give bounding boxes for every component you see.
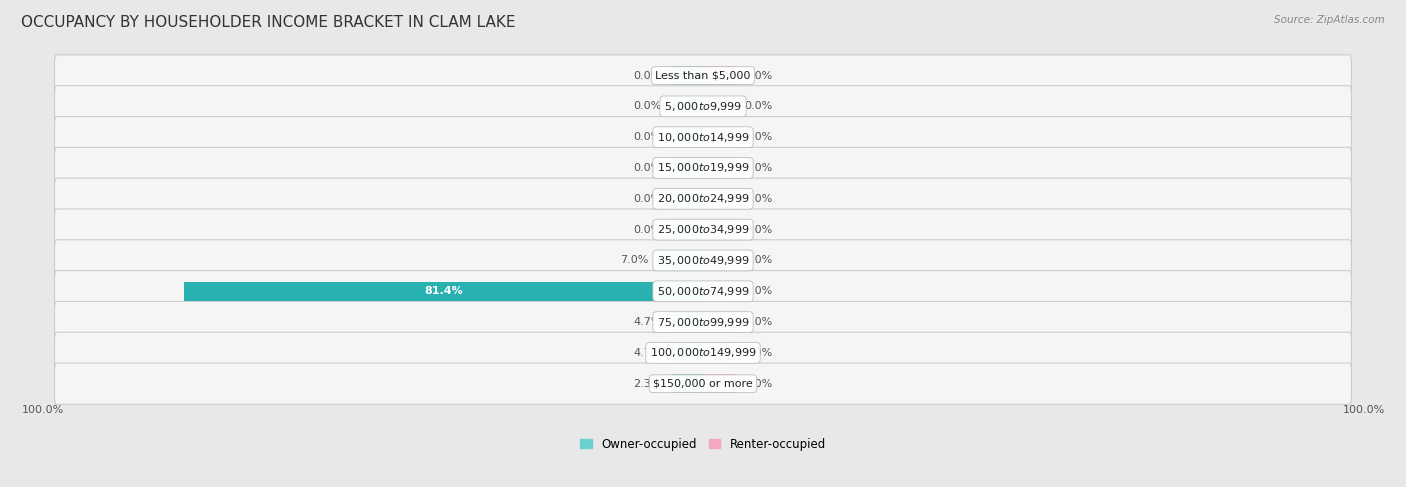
FancyBboxPatch shape bbox=[55, 178, 1351, 220]
FancyBboxPatch shape bbox=[55, 332, 1351, 374]
Bar bbox=[671, 158, 703, 178]
FancyBboxPatch shape bbox=[55, 116, 1351, 158]
Bar bbox=[658, 251, 703, 270]
Bar bbox=[703, 343, 735, 362]
FancyBboxPatch shape bbox=[55, 148, 1351, 188]
Bar bbox=[671, 97, 703, 116]
Text: 7.0%: 7.0% bbox=[620, 256, 648, 265]
Text: 100.0%: 100.0% bbox=[1343, 405, 1385, 415]
Bar bbox=[703, 220, 735, 239]
Bar bbox=[703, 281, 735, 301]
Bar bbox=[184, 281, 703, 301]
Text: 0.0%: 0.0% bbox=[744, 101, 773, 112]
Text: 0.0%: 0.0% bbox=[744, 348, 773, 358]
FancyBboxPatch shape bbox=[55, 209, 1351, 250]
Bar bbox=[671, 220, 703, 239]
Legend: Owner-occupied, Renter-occupied: Owner-occupied, Renter-occupied bbox=[575, 433, 831, 455]
Text: $10,000 to $14,999: $10,000 to $14,999 bbox=[657, 131, 749, 144]
Text: 0.0%: 0.0% bbox=[744, 286, 773, 296]
FancyBboxPatch shape bbox=[55, 271, 1351, 312]
FancyBboxPatch shape bbox=[55, 86, 1351, 127]
Text: 0.0%: 0.0% bbox=[744, 379, 773, 389]
Bar bbox=[671, 66, 703, 85]
Text: 0.0%: 0.0% bbox=[744, 71, 773, 80]
Text: 0.0%: 0.0% bbox=[744, 317, 773, 327]
Bar bbox=[703, 97, 735, 116]
Text: $35,000 to $49,999: $35,000 to $49,999 bbox=[657, 254, 749, 267]
Text: 2.3%: 2.3% bbox=[633, 379, 662, 389]
Text: 4.7%: 4.7% bbox=[633, 348, 662, 358]
Text: 81.4%: 81.4% bbox=[425, 286, 463, 296]
Text: Less than $5,000: Less than $5,000 bbox=[655, 71, 751, 80]
Text: 0.0%: 0.0% bbox=[633, 101, 662, 112]
Bar bbox=[671, 128, 703, 147]
Text: 0.0%: 0.0% bbox=[633, 71, 662, 80]
Bar bbox=[703, 128, 735, 147]
Text: Source: ZipAtlas.com: Source: ZipAtlas.com bbox=[1274, 15, 1385, 25]
Bar bbox=[671, 374, 703, 393]
Text: $75,000 to $99,999: $75,000 to $99,999 bbox=[657, 316, 749, 329]
Bar bbox=[703, 189, 735, 208]
Text: 0.0%: 0.0% bbox=[633, 194, 662, 204]
Bar bbox=[671, 189, 703, 208]
FancyBboxPatch shape bbox=[55, 240, 1351, 281]
Bar bbox=[671, 343, 703, 362]
Text: $15,000 to $19,999: $15,000 to $19,999 bbox=[657, 162, 749, 174]
Text: $150,000 or more: $150,000 or more bbox=[654, 379, 752, 389]
FancyBboxPatch shape bbox=[55, 55, 1351, 96]
Text: $5,000 to $9,999: $5,000 to $9,999 bbox=[664, 100, 742, 113]
Bar bbox=[703, 66, 735, 85]
Text: $50,000 to $74,999: $50,000 to $74,999 bbox=[657, 285, 749, 298]
Text: 0.0%: 0.0% bbox=[744, 194, 773, 204]
Bar bbox=[671, 313, 703, 332]
Text: 0.0%: 0.0% bbox=[633, 132, 662, 142]
Text: $100,000 to $149,999: $100,000 to $149,999 bbox=[650, 346, 756, 359]
Text: 4.7%: 4.7% bbox=[633, 317, 662, 327]
Text: 100.0%: 100.0% bbox=[21, 405, 63, 415]
Text: OCCUPANCY BY HOUSEHOLDER INCOME BRACKET IN CLAM LAKE: OCCUPANCY BY HOUSEHOLDER INCOME BRACKET … bbox=[21, 15, 516, 30]
Bar bbox=[703, 374, 735, 393]
Text: 0.0%: 0.0% bbox=[744, 163, 773, 173]
FancyBboxPatch shape bbox=[55, 301, 1351, 343]
Bar bbox=[703, 251, 735, 270]
Text: $25,000 to $34,999: $25,000 to $34,999 bbox=[657, 223, 749, 236]
Text: $20,000 to $24,999: $20,000 to $24,999 bbox=[657, 192, 749, 206]
Bar bbox=[703, 158, 735, 178]
Text: 0.0%: 0.0% bbox=[633, 225, 662, 235]
Bar bbox=[703, 313, 735, 332]
Text: 0.0%: 0.0% bbox=[744, 256, 773, 265]
Text: 0.0%: 0.0% bbox=[633, 163, 662, 173]
FancyBboxPatch shape bbox=[55, 363, 1351, 404]
Text: 0.0%: 0.0% bbox=[744, 225, 773, 235]
Text: 0.0%: 0.0% bbox=[744, 132, 773, 142]
